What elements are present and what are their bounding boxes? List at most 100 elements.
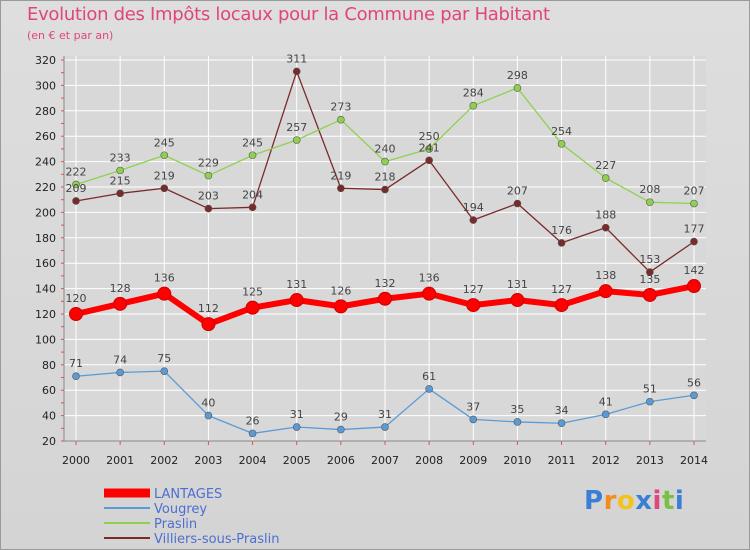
- data-label: 41: [599, 395, 613, 408]
- point-praslin: [116, 166, 124, 175]
- point-villiers-sous-praslin: [425, 156, 433, 165]
- data-label: 132: [375, 277, 396, 290]
- x-tick-label: 2009: [459, 454, 487, 467]
- point-villiers-sous-praslin: [160, 184, 169, 193]
- data-label: 136: [154, 272, 175, 285]
- point-lantages: [113, 296, 128, 311]
- point-praslin: [601, 174, 610, 182]
- data-label: 31: [378, 408, 392, 421]
- data-label: 207: [507, 185, 528, 198]
- y-tick-label: 100: [35, 333, 56, 346]
- point-lantages: [598, 284, 613, 299]
- point-lantages: [466, 298, 481, 313]
- point-praslin: [204, 171, 213, 180]
- data-label: 138: [595, 269, 616, 282]
- data-label: 37: [466, 400, 480, 413]
- point-villiers-sous-praslin: [248, 203, 257, 212]
- x-tick-label: 2010: [503, 454, 531, 467]
- data-label: 203: [198, 190, 219, 203]
- data-label: 219: [330, 169, 351, 182]
- data-label: 208: [639, 183, 660, 196]
- data-label: 61: [422, 370, 436, 383]
- data-label: 142: [684, 264, 705, 277]
- point-praslin: [292, 136, 301, 144]
- data-label: 298: [507, 69, 528, 82]
- point-villiers-sous-praslin: [72, 197, 80, 205]
- x-tick-label: 2012: [592, 454, 620, 467]
- data-label: 177: [684, 223, 705, 236]
- data-label: 245: [154, 136, 175, 149]
- legend-label: LANTAGES: [154, 487, 222, 502]
- point-vougrey: [557, 419, 566, 428]
- point-praslin: [381, 157, 389, 166]
- x-tick-label: 2004: [239, 454, 267, 467]
- x-tick-label: 2002: [150, 454, 178, 467]
- point-vougrey: [337, 425, 345, 434]
- data-label: 34: [555, 404, 569, 417]
- point-villiers-sous-praslin: [469, 216, 478, 224]
- x-tick-label: 2008: [415, 454, 443, 467]
- logo-letter: x: [635, 486, 653, 516]
- data-label: 254: [551, 125, 572, 138]
- legend-label: Vougrey: [154, 502, 207, 517]
- point-lantages: [554, 298, 569, 313]
- y-tick-label: 200: [35, 206, 56, 219]
- point-vougrey: [204, 411, 213, 420]
- point-vougrey: [469, 415, 478, 424]
- data-label: 120: [66, 292, 87, 305]
- point-lantages: [333, 299, 348, 314]
- point-villiers-sous-praslin: [601, 223, 610, 232]
- y-tick-label: 160: [35, 257, 56, 270]
- data-label: 127: [463, 283, 484, 296]
- point-lantages: [157, 286, 172, 301]
- data-label: 125: [242, 286, 263, 299]
- point-lantages: [510, 293, 525, 308]
- legend-label: Praslin: [154, 517, 197, 532]
- data-label: 131: [286, 278, 307, 291]
- x-tick-label: 2007: [371, 454, 399, 467]
- data-label: 112: [198, 302, 219, 315]
- data-label: 35: [510, 403, 524, 416]
- y-tick-label: 260: [35, 130, 56, 143]
- y-tick-label: 240: [35, 156, 56, 169]
- y-tick-label: 120: [35, 308, 56, 321]
- x-tick-label: 2005: [283, 454, 311, 467]
- logo-letter: t: [661, 486, 675, 516]
- y-tick-label: 280: [35, 105, 56, 118]
- point-villiers-sous-praslin: [204, 204, 213, 213]
- y-tick-label: 60: [42, 384, 56, 397]
- legend-label: Villiers-sous-Praslin: [154, 532, 279, 547]
- data-label: 273: [330, 101, 351, 114]
- data-label: 29: [334, 411, 348, 424]
- data-label: 240: [375, 143, 396, 156]
- y-tick-label: 140: [35, 283, 56, 296]
- logo-letter: i: [674, 486, 685, 516]
- data-label: 51: [643, 383, 657, 396]
- data-label: 136: [419, 272, 440, 285]
- point-vougrey: [601, 410, 610, 419]
- data-label: 75: [157, 352, 171, 365]
- point-vougrey: [513, 418, 522, 426]
- data-label: 222: [66, 165, 87, 178]
- data-label: 131: [507, 278, 528, 291]
- logo-letter: P: [584, 486, 604, 516]
- point-villiers-sous-praslin: [646, 268, 654, 276]
- data-label: 207: [684, 185, 705, 198]
- point-lantages: [687, 279, 701, 294]
- data-label: 127: [551, 283, 572, 296]
- point-praslin: [646, 198, 654, 207]
- point-villiers-sous-praslin: [557, 239, 566, 247]
- proxiti-logo: Proxiti: [584, 486, 684, 516]
- data-label: 250: [419, 130, 440, 143]
- point-vougrey: [248, 429, 257, 438]
- data-label: 71: [69, 357, 83, 370]
- point-villiers-sous-praslin: [337, 184, 345, 193]
- logo-letter: o: [616, 486, 636, 516]
- chart-title: Evolution des Impôts locaux pour la Comm…: [27, 4, 550, 25]
- data-label: 153: [639, 253, 660, 266]
- point-lantages: [422, 286, 437, 301]
- data-label: 204: [242, 188, 263, 201]
- x-tick-label: 2000: [62, 454, 90, 467]
- data-label: 241: [419, 141, 440, 154]
- point-vougrey: [690, 391, 698, 400]
